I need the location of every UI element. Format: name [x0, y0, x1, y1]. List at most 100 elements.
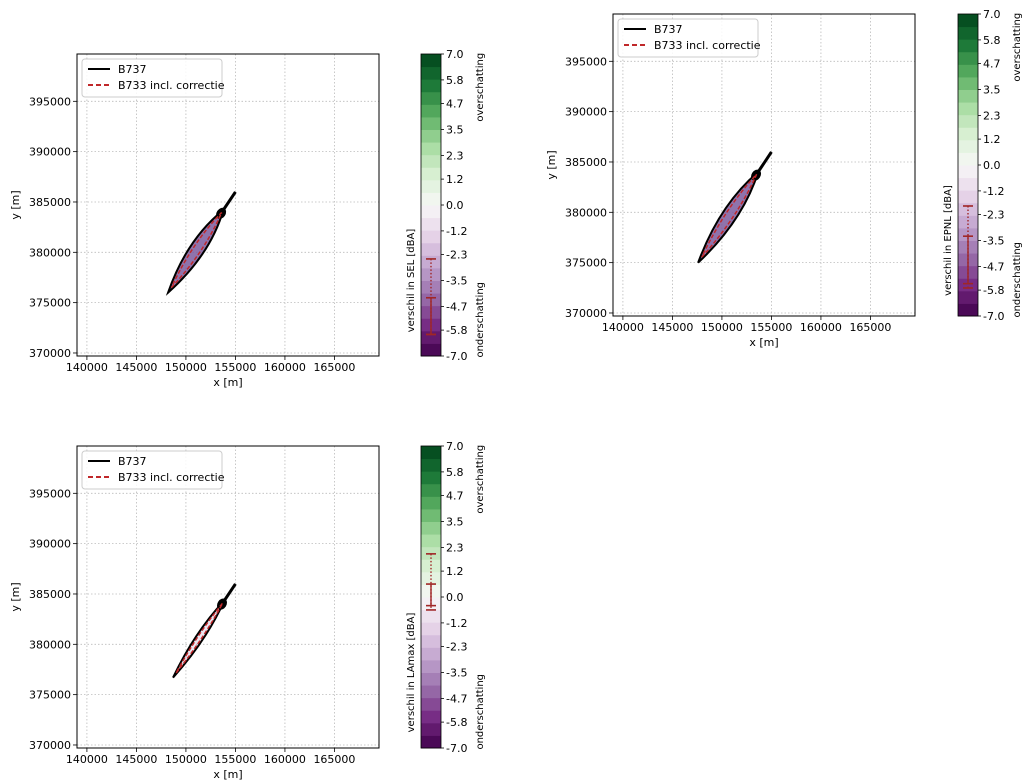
colorbar-bottom-label: onderschatting [475, 282, 486, 358]
colorbar-tick-label: 2.3 [446, 541, 464, 554]
axes-frame [76, 445, 380, 749]
y-tick-label: 395000 [29, 95, 71, 108]
y-tick-label: 370000 [29, 739, 71, 752]
colorbar-band [421, 104, 441, 118]
colorbar-band [421, 722, 441, 736]
colorbar-band [958, 152, 978, 166]
difference-fill [698, 171, 759, 263]
colorbar-label: verschil in LAmax [dBA] [406, 613, 417, 733]
colorbar-tick-label: 5.8 [446, 466, 464, 479]
colorbar-band [958, 89, 978, 103]
colorbar-tick-label: -4.7 [446, 692, 467, 705]
y-tick-label: 380000 [565, 206, 607, 219]
colorbar-band [421, 634, 441, 648]
colorbar-tick-label: 4.7 [983, 58, 1001, 71]
colorbar-band [421, 54, 441, 68]
colorbar-band [958, 165, 978, 179]
b733-contour [170, 212, 223, 289]
colorbar-band [958, 102, 978, 116]
epnl-contour-panel: 140000 145000 150000 155000 160000 165000 3700… [545, 8, 1023, 349]
y-tick-label: 385000 [29, 588, 71, 601]
colorbar-band [958, 114, 978, 128]
x-tick-label: 150000 [701, 321, 743, 334]
colorbar-band [958, 39, 978, 53]
legend-label: B737 [654, 23, 683, 36]
colorbar-band [958, 26, 978, 40]
b733-contour [175, 602, 224, 674]
colorbar-band [421, 79, 441, 93]
colorbar-band [421, 521, 441, 535]
colorbar-band [421, 622, 441, 636]
colorbar-tick-label: -2.3 [446, 641, 467, 654]
colorbar-tick-label: -3.5 [983, 235, 1004, 248]
colorbar-band [421, 458, 441, 472]
legend-box [81, 58, 223, 98]
colorbar-tick-label: 4.7 [446, 490, 464, 503]
y-tick-label: 375000 [29, 297, 71, 310]
x-tick-label: 165000 [849, 321, 891, 334]
colorbar-band [421, 242, 441, 256]
x-axis-label: x [m] [213, 768, 242, 781]
colorbar-band [421, 154, 441, 168]
x-tick-label: 140000 [602, 321, 644, 334]
colorbar-bottom-label: onderschatting [475, 674, 486, 750]
colorbar-band [958, 215, 978, 229]
colorbar-tick-label: -7.0 [983, 310, 1004, 323]
y-tick-label: 395000 [29, 487, 71, 500]
sel-contour-panel: 140000 145000 150000 155000 160000 165000 3700… [9, 48, 486, 389]
y-axis-label: y [m] [9, 582, 22, 611]
x-tick-label: 145000 [115, 361, 157, 374]
colorbar-band [421, 647, 441, 661]
colorbar-tick-label: -2.3 [983, 209, 1004, 222]
colorbar-band [421, 446, 441, 460]
colorbar-band [421, 534, 441, 548]
y-tick-label: 375000 [565, 257, 607, 270]
colorbar-band [421, 205, 441, 219]
colorbar-tick-label: 7.0 [446, 440, 464, 453]
colorbar-tick-label: -3.5 [446, 275, 467, 288]
x-tick-label: 155000 [214, 361, 256, 374]
x-tick-label: 140000 [66, 361, 108, 374]
colorbar-band [958, 290, 978, 304]
x-tick-label: 165000 [313, 753, 355, 766]
colorbar-tick-label: 7.0 [983, 8, 1001, 21]
colorbar-bottom-label: onderschatting [1012, 242, 1023, 318]
y-tick-label: 370000 [565, 307, 607, 320]
colorbar-tick-label: -1.2 [983, 185, 1004, 198]
colorbar-band [958, 76, 978, 90]
legend-label: B733 incl. correctie [118, 471, 225, 484]
colorbar-band [958, 14, 978, 28]
colorbar-band [421, 697, 441, 711]
colorbar-band [421, 230, 441, 244]
colorbar-band [421, 483, 441, 497]
colorbar-band [421, 116, 441, 130]
colorbar-tick-label: 0.0 [446, 591, 464, 604]
legend-label: B733 incl. correctie [118, 79, 225, 92]
x-axis-label: x [m] [213, 376, 242, 389]
colorbar-tick-label: 7.0 [446, 48, 464, 61]
colorbar-tick-label: 3.5 [446, 516, 464, 529]
colorbar-band [958, 139, 978, 153]
legend-box [81, 450, 223, 490]
x-tick-label: 145000 [115, 753, 157, 766]
colorbar-band [421, 471, 441, 485]
x-tick-label: 155000 [214, 753, 256, 766]
colorbar-band [421, 142, 441, 156]
colorbar-tick-label: 0.0 [446, 199, 464, 212]
colorbar-tick-label: -1.2 [446, 225, 467, 238]
colorbar-tick-label: -1.2 [446, 617, 467, 630]
colorbar-tick-label: -5.8 [446, 324, 467, 337]
colorbar-band [421, 685, 441, 699]
y-tick-label: 390000 [565, 106, 607, 119]
colorbar-tick-label: 1.2 [446, 173, 464, 186]
colorbar-tick-label: 1.2 [983, 133, 1001, 146]
colorbar-band [421, 710, 441, 724]
y-tick-label: 375000 [29, 689, 71, 702]
colorbar-band [421, 179, 441, 193]
legend-label: B737 [118, 455, 147, 468]
colorbar-band [421, 129, 441, 143]
colorbar-tick-label: -7.0 [446, 742, 467, 755]
x-tick-label: 150000 [165, 753, 207, 766]
colorbar-tick-label: -5.8 [446, 716, 467, 729]
colorbar-band [421, 735, 441, 749]
